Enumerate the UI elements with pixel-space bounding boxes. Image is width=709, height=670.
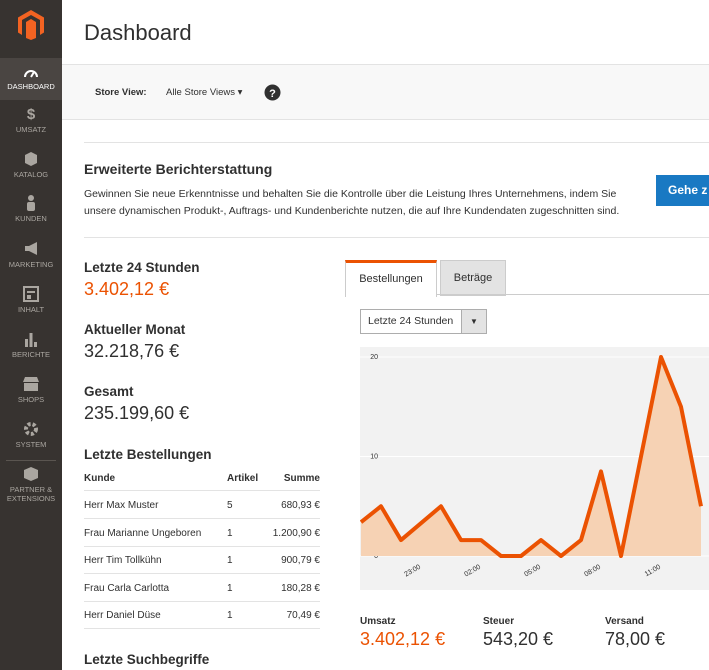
nav-item[interactable]: PARTNER & EXTENSIONS — [0, 466, 62, 503]
nav-item[interactable]: DASHBOARD — [0, 58, 62, 100]
nav-label: UMSATZ — [15, 125, 47, 134]
nav-label: KUNDEN — [15, 214, 47, 223]
cell: Frau Marianne Ungeboren — [84, 527, 202, 539]
search-title: Letzte Suchbegriffe — [84, 652, 210, 667]
x-tick-label: 11:00 — [644, 564, 662, 579]
nav-label: SHOPS — [17, 395, 45, 404]
stat-label: Aktueller Monat — [84, 322, 186, 337]
logo[interactable] — [18, 10, 44, 40]
y-tick-label: 10 — [370, 454, 378, 461]
nav-item[interactable]: INHALT — [0, 286, 62, 314]
promo-text: unsere dynamischen Produkt-, Auftrags- u… — [84, 205, 620, 217]
orders-header: Kunde Artikel Summe — [84, 464, 320, 491]
nav-item[interactable]: BERICHTE — [0, 331, 62, 359]
cell: 5 — [227, 500, 233, 511]
cell: 1 — [227, 582, 233, 594]
nav-item[interactable]: SYSTEM — [0, 421, 62, 449]
total-value: 3.402,12 € — [360, 629, 446, 649]
chart: 0 10 20 23:00 02:00 05:00 08:00 11:00 — [360, 347, 709, 590]
x-tick-label: 02:00 — [463, 564, 482, 579]
promo-button[interactable]: Gehe z — [656, 175, 709, 206]
tab-active[interactable]: Bestellungen — [345, 260, 437, 297]
cell: Herr Max Muster — [84, 500, 159, 511]
stat-value: 235.199,60 € — [84, 403, 190, 423]
x-tick-label: 23:00 — [403, 564, 422, 579]
cell: 180,28 € — [281, 582, 320, 594]
nav-item[interactable]: KATALOG — [0, 151, 62, 179]
order-row[interactable]: Frau Carla Carlotta 1 180,28 € — [84, 574, 320, 602]
nav-label: SYSTEM — [15, 440, 47, 449]
line — [360, 355, 703, 558]
nav-label: BERICHTE — [12, 350, 50, 359]
total-value: 543,20 € — [483, 629, 554, 649]
orders-title: Letzte Bestellungen — [84, 447, 212, 462]
stat-label: Gesamt — [84, 384, 134, 399]
nav-item[interactable]: KUNDEN — [0, 195, 62, 223]
stat-value: 3.402,12 € — [84, 279, 170, 299]
nav-label: DASHBOARD — [7, 82, 55, 91]
column-header: Kunde — [84, 473, 116, 484]
promo-text: Gewinnen Sie neue Erkenntnisse und behal… — [84, 188, 617, 200]
x-tick-label: 05:00 — [523, 564, 542, 579]
nav-item[interactable]: $ UMSATZ — [0, 106, 62, 134]
cell: 70,49 € — [286, 610, 320, 621]
order-row[interactable]: Herr Daniel Düse 1 70,49 € — [84, 601, 320, 629]
order-row[interactable]: Herr Tim Tollkühn 1 900,79 € — [84, 546, 320, 574]
nav-item[interactable]: SHOPS — [0, 376, 62, 404]
stat-value: 32.218,76 € — [84, 341, 180, 361]
y-tick-label: 0 — [374, 553, 378, 560]
total-label: Steuer — [483, 616, 515, 627]
nav-label: MARKETING — [8, 260, 54, 269]
store-view-label: Store View: — [95, 87, 147, 98]
cell: Frau Carla Carlotta — [84, 582, 170, 594]
store-view-bar — [62, 64, 709, 120]
total-label: Umsatz — [360, 616, 396, 627]
nav-item[interactable]: MARKETING — [0, 241, 62, 269]
column-header: Artikel — [227, 473, 259, 484]
svg-text:?: ? — [269, 88, 276, 100]
total-value: 78,00 € — [605, 629, 666, 649]
cell: 1 — [227, 610, 233, 621]
nav-label: INHALT — [17, 305, 45, 314]
tab[interactable]: Beträge — [440, 260, 506, 296]
order-row[interactable]: Herr Max Muster 5 680,93 € — [84, 491, 320, 519]
cell: 1 — [227, 555, 233, 566]
cell: 680,93 € — [281, 500, 320, 511]
cell: 1.200,90 € — [272, 527, 320, 539]
period-value: Letzte 24 Stunden — [368, 315, 454, 327]
sidebar: DASHBOARD $ UMSATZ KATALOG KUNDEN MARKETI… — [0, 0, 62, 670]
nav-label: KATALOG — [13, 170, 49, 179]
nav-label: PARTNER & EXTENSIONS — [6, 485, 56, 503]
total-label: Versand — [605, 616, 644, 627]
store-view-select[interactable]: Alle Store Views ▾ — [166, 87, 243, 98]
cell: Herr Tim Tollkühn — [84, 555, 162, 566]
x-tick-label: 08:00 — [583, 564, 602, 579]
order-row[interactable]: Frau Marianne Ungeboren 1 1.200,90 € — [84, 519, 320, 547]
help-icon[interactable]: ? — [264, 84, 281, 101]
cell: 900,79 € — [281, 555, 320, 566]
column-header: Summe — [283, 473, 320, 484]
page-title: Dashboard — [84, 20, 192, 45]
cell: Herr Daniel Düse — [84, 610, 161, 621]
cell: 1 — [227, 527, 233, 539]
y-tick-label: 20 — [370, 354, 378, 361]
stat-label: Letzte 24 Stunden — [84, 260, 200, 275]
svg-text:$: $ — [27, 106, 36, 122]
period-select[interactable]: Letzte 24 Stunden ▼ — [360, 309, 487, 334]
store-view-value: Alle Store Views — [166, 87, 235, 98]
promo-title: Erweiterte Berichterstattung — [84, 161, 273, 177]
